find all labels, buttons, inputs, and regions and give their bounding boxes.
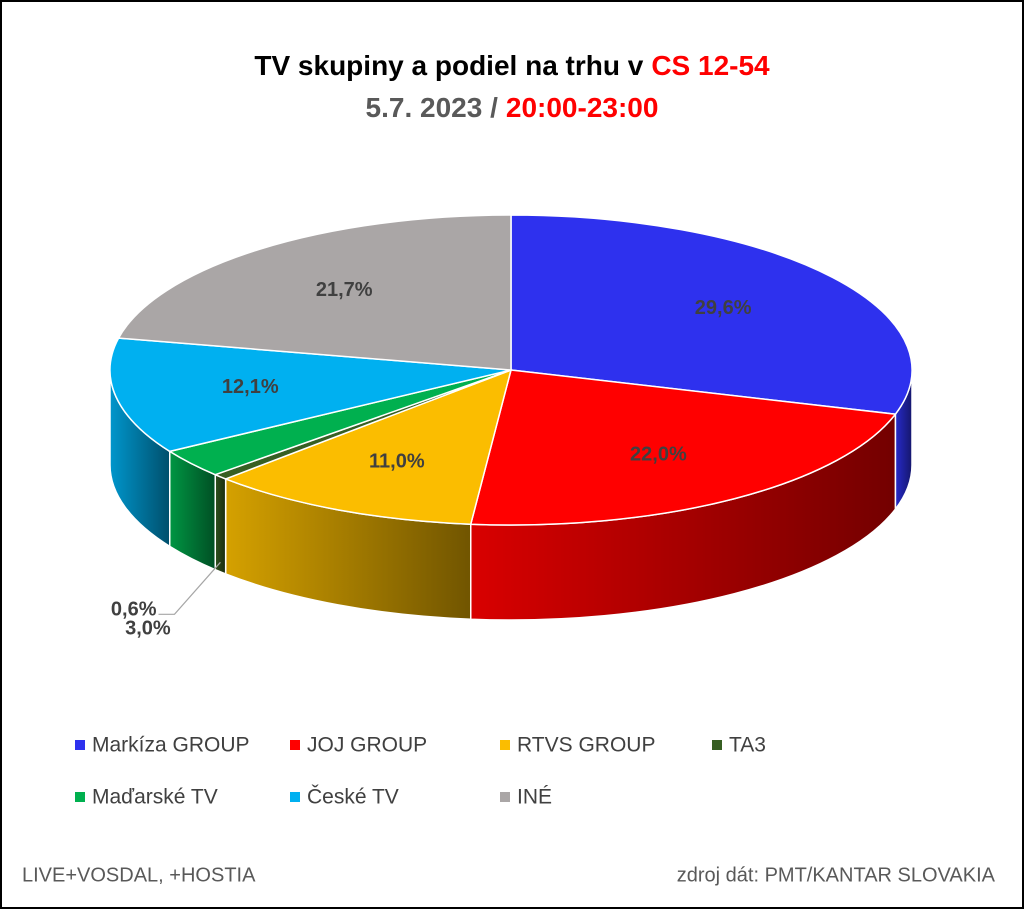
footnote: zdroj dát: PMT/KANTAR SLOVAKIA xyxy=(677,864,996,886)
chart-subtitle: 5.7. 2023 /20:00-23:00 xyxy=(366,92,659,123)
data-label: 11,0% xyxy=(369,451,425,473)
pie-sides xyxy=(109,369,913,621)
pie-side xyxy=(214,473,227,576)
pie-slice xyxy=(510,214,913,415)
legend-label: JOJ GROUP xyxy=(307,734,427,757)
legend-swatch xyxy=(500,740,510,750)
legend-label: Maďarské TV xyxy=(92,786,218,809)
title-part: 20:00-23:00 xyxy=(506,92,659,123)
pie-slice xyxy=(223,368,513,525)
legend-swatch xyxy=(712,740,722,750)
legend-swatch xyxy=(290,792,300,802)
leader-line xyxy=(158,561,221,615)
legend-label: České TV xyxy=(307,786,399,809)
legend-label: TA3 xyxy=(729,734,766,757)
pie-slice xyxy=(117,214,512,371)
title-part: TV skupiny a podiel na trhu v xyxy=(254,50,643,81)
title-part: 5.7. 2023 / xyxy=(366,92,499,123)
legend-swatch xyxy=(500,792,510,802)
footnote: LIVE+VOSDAL, +HOSTIA xyxy=(22,864,256,886)
legend-swatch xyxy=(75,792,85,802)
data-label: 21,7% xyxy=(316,279,373,301)
data-label: 22,0% xyxy=(630,443,687,465)
chart-title: TV skupiny a podiel na trhu v CS 12-54 xyxy=(254,50,770,81)
data-label: 3,0% xyxy=(125,617,171,639)
title-part: CS 12-54 xyxy=(651,50,770,81)
legend-label: RTVS GROUP xyxy=(517,734,655,757)
data-label: 29,6% xyxy=(695,297,752,319)
legend-label: INÉ xyxy=(517,786,552,809)
legend-label: Markíza GROUP xyxy=(92,734,250,757)
legend-swatch xyxy=(75,740,85,750)
data-label: 0,6% xyxy=(111,599,157,621)
legend-swatch xyxy=(290,740,300,750)
pie-slice xyxy=(109,337,512,453)
pie-slice xyxy=(469,369,897,526)
pie-tops xyxy=(109,214,913,526)
data-label: 12,1% xyxy=(222,376,279,398)
